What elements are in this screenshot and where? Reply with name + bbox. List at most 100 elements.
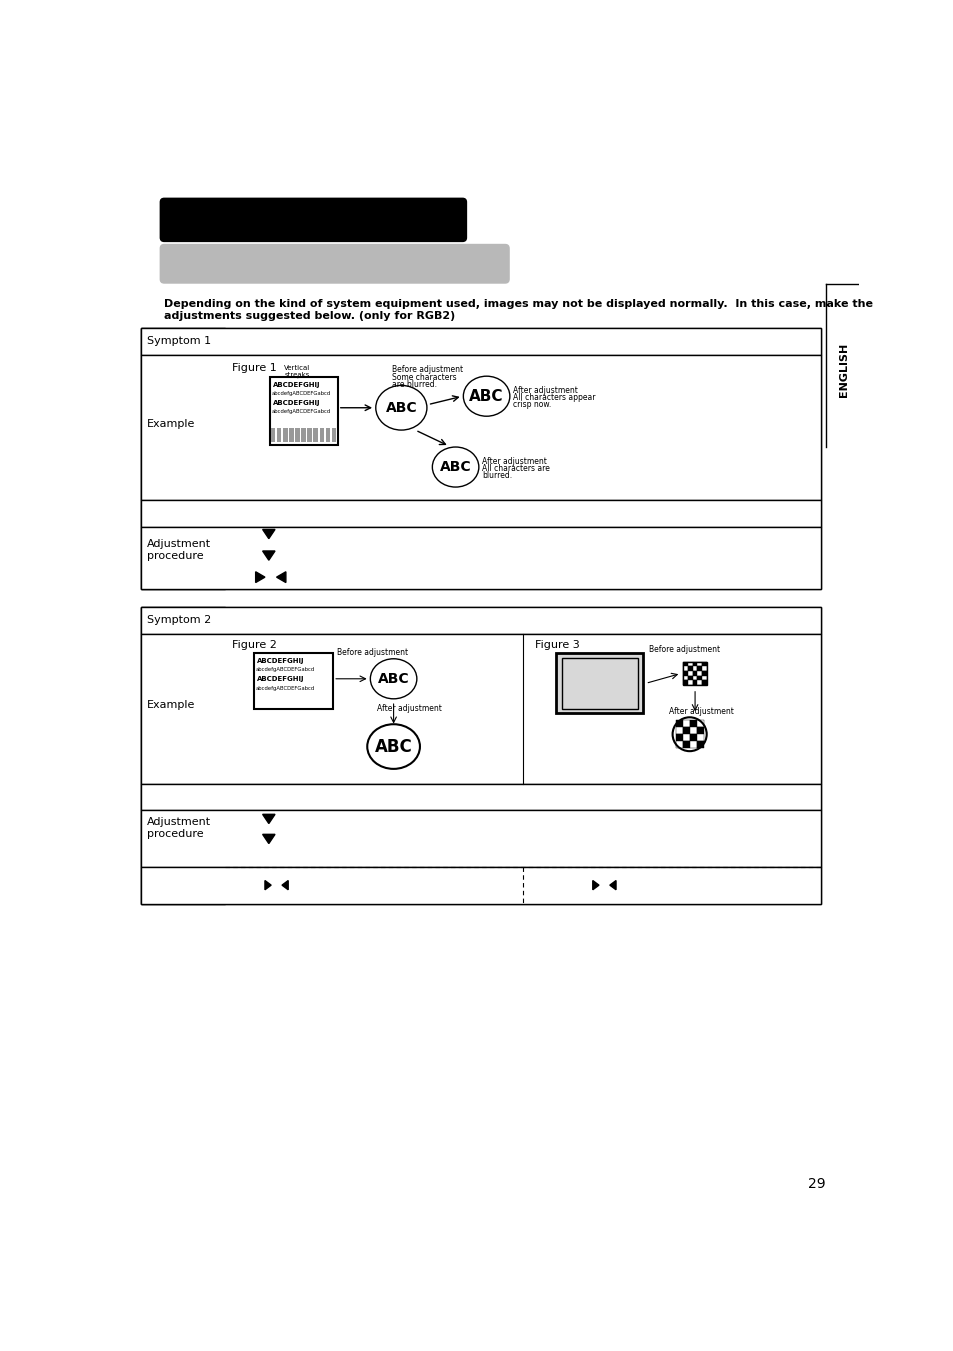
Bar (283, 428, 287, 442)
Bar (141, 607, 224, 904)
Text: ABC: ABC (439, 461, 471, 474)
Bar (682, 734, 689, 742)
Bar (682, 681, 687, 685)
Polygon shape (262, 530, 274, 539)
Bar (141, 607, 821, 904)
Polygon shape (262, 551, 274, 561)
Bar (682, 666, 687, 671)
Bar (682, 727, 689, 734)
Ellipse shape (463, 376, 509, 416)
Polygon shape (609, 881, 616, 890)
Text: Before adjustment: Before adjustment (649, 644, 720, 654)
Bar (325, 428, 330, 442)
Text: Before adjustment: Before adjustment (392, 365, 463, 374)
Polygon shape (592, 881, 598, 890)
Bar (687, 666, 692, 671)
Bar (682, 720, 689, 727)
Bar (692, 681, 697, 685)
Bar (696, 727, 703, 734)
FancyBboxPatch shape (160, 199, 466, 242)
Text: Vertical: Vertical (284, 365, 311, 370)
Bar (141, 527, 821, 589)
Text: ABC: ABC (385, 401, 416, 415)
Bar (687, 676, 692, 681)
Bar (696, 742, 703, 748)
Bar (697, 671, 701, 676)
Bar (295, 428, 299, 442)
Text: All characters are: All characters are (481, 463, 549, 473)
FancyBboxPatch shape (160, 245, 509, 282)
Text: ABCDEFGHIJ: ABCDEFGHIJ (273, 400, 320, 407)
Bar (692, 666, 697, 671)
Bar (141, 867, 821, 904)
Bar (696, 734, 703, 742)
Bar (314, 428, 317, 442)
Text: Depending on the kind of system equipment used, images may not be displayed norm: Depending on the kind of system equipmen… (164, 299, 872, 320)
Text: 29: 29 (807, 1177, 825, 1192)
Bar (682, 676, 687, 681)
Bar (682, 742, 689, 748)
Bar (687, 662, 692, 666)
Bar (701, 676, 706, 681)
Text: Before adjustment: Before adjustment (336, 648, 408, 657)
Bar (701, 666, 706, 671)
Text: ABC: ABC (377, 671, 409, 686)
Text: Adjustment
procedure: Adjustment procedure (147, 539, 211, 561)
Bar (319, 428, 323, 442)
Bar (253, 654, 333, 709)
Text: Figure 2: Figure 2 (233, 640, 277, 650)
Bar (689, 734, 696, 742)
Bar (277, 428, 281, 442)
Text: After adjustment: After adjustment (669, 707, 734, 716)
Polygon shape (276, 571, 286, 582)
Bar (675, 720, 682, 727)
Bar (271, 428, 275, 442)
Text: After adjustment: After adjustment (376, 704, 441, 713)
Bar (701, 671, 706, 676)
Text: ENGLISH: ENGLISH (838, 343, 848, 397)
Bar (687, 671, 692, 676)
Polygon shape (265, 881, 271, 890)
Polygon shape (262, 835, 274, 843)
Bar (307, 428, 312, 442)
Text: ABC: ABC (469, 389, 503, 404)
Polygon shape (282, 881, 288, 890)
Ellipse shape (432, 447, 478, 488)
Bar (697, 676, 701, 681)
Bar (682, 662, 706, 685)
Bar (141, 785, 821, 809)
Polygon shape (262, 815, 274, 824)
Bar (701, 681, 706, 685)
Polygon shape (255, 571, 265, 582)
Text: Figure 3: Figure 3 (534, 640, 578, 650)
Bar (556, 654, 642, 713)
Bar (675, 742, 682, 748)
Bar (289, 428, 294, 442)
Bar (696, 720, 703, 727)
Bar (701, 662, 706, 666)
Text: abcdefgABCDEFGabcd: abcdefgABCDEFGabcd (271, 390, 330, 396)
Bar (692, 676, 697, 681)
Ellipse shape (370, 659, 416, 698)
Bar (141, 607, 821, 634)
Text: After adjustment: After adjustment (481, 457, 546, 466)
Text: abcdefgABCDEFGabcd: abcdefgABCDEFGabcd (255, 667, 314, 673)
Bar (689, 742, 696, 748)
Bar (689, 720, 696, 727)
Bar (141, 328, 821, 355)
Bar (675, 727, 682, 734)
Text: abcdefgABCDEFGabcd: abcdefgABCDEFGabcd (255, 686, 314, 690)
Text: crisp now.: crisp now. (513, 400, 551, 409)
Bar (675, 734, 682, 742)
Text: streaks: streaks (285, 372, 310, 377)
Bar (697, 662, 701, 666)
Text: ABCDEFGHIJ: ABCDEFGHIJ (257, 677, 304, 682)
Text: are blurred.: are blurred. (392, 380, 436, 389)
Bar (332, 428, 335, 442)
Bar (141, 328, 821, 589)
Text: ABC: ABC (375, 738, 412, 755)
Bar (689, 727, 696, 734)
Bar (301, 428, 305, 442)
Text: ABCDEFGHIJ: ABCDEFGHIJ (273, 381, 320, 388)
Bar (561, 658, 637, 709)
